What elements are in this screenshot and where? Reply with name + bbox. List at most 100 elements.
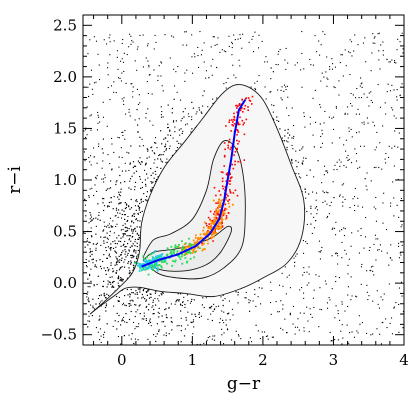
red-points [237,123,240,126]
scatter-point [351,41,353,43]
scatter-point [145,299,148,301]
scatter-point [156,323,158,325]
scatter-point [119,174,121,177]
scatter-point [165,143,167,145]
scatter-point [198,312,200,314]
scatter-point [287,141,289,143]
scatter-point [400,226,402,228]
scatter-point [311,316,313,318]
scatter-point [155,291,157,293]
red-points [228,141,230,144]
scatter-point [118,277,120,279]
scatter-point [231,41,233,43]
scatter-point [180,293,182,295]
orange-points [196,240,198,243]
scatter-point [360,235,362,237]
scatter-point [129,115,131,117]
scatter-point [205,70,207,72]
scatter-point [140,187,142,189]
red-points [229,148,232,151]
scatter-point [316,51,318,53]
scatter-point [106,43,108,45]
scatter-point [103,236,105,238]
orange-points [213,235,215,238]
orange-points [218,221,221,224]
scatter-point [269,91,271,93]
scatter-point [291,107,293,109]
orange-points [201,237,204,240]
scatter-point [400,197,402,199]
scatter-point [183,116,185,118]
scatter-point [393,89,395,91]
scatter-point [248,302,250,304]
scatter-point [122,302,124,304]
scatter-point [212,36,214,38]
scatter-point [152,299,154,301]
scatter-point [384,102,386,104]
scatter-point [151,146,153,148]
scatter-point [368,295,370,297]
scatter-point [324,33,326,35]
scatter-point [331,68,333,70]
scatter-point [356,296,358,298]
scatter-point [90,114,92,116]
scatter-point [168,307,170,309]
scatter-point [389,61,391,63]
scatter-point [354,148,356,150]
cyan-points [141,264,144,266]
scatter-point [112,325,114,327]
scatter-point [286,332,288,334]
scatter-point [95,176,97,179]
red-points [225,215,228,217]
scatter-point [119,279,121,281]
scatter-point [154,292,156,294]
scatter-point [157,298,159,300]
scatter-point [137,238,139,240]
scatter-point [126,254,129,256]
scatter-point [150,325,152,327]
orange-points [210,222,212,225]
scatter-point [354,204,356,206]
scatter-point [170,317,172,319]
scatter-point [87,326,89,328]
scatter-point [328,297,330,299]
scatter-point [92,243,95,245]
scatter-point [370,334,372,336]
y-tick-label: 1.5 [53,119,77,137]
scatter-point [192,333,194,335]
scatter-point [89,39,91,41]
scatter-point [275,301,277,303]
scatter-point [136,255,138,257]
scatter-point [86,238,88,240]
scatter-point [109,281,111,283]
green-points [184,257,187,259]
scatter-point [91,219,93,221]
scatter-point [91,88,93,90]
scatter-point [153,177,155,179]
scatter-point [147,150,149,152]
scatter-point [135,290,137,292]
cyan-points [147,261,150,264]
scatter-point [160,154,162,156]
scatter-point [123,52,125,54]
scatter-point [119,202,121,204]
scatter-point [133,165,136,167]
scatter-point [231,339,233,341]
scatter-point [182,301,184,303]
scatter-point [128,272,130,274]
scatter-point [402,48,404,50]
scatter-point [131,40,133,42]
green-points [192,243,195,246]
scatter-point [310,213,312,215]
scatter-point [264,61,266,63]
green-points [172,251,175,254]
scatter-point [89,188,91,190]
scatter-point [87,278,89,280]
scatter-point [108,37,110,39]
green-points [160,265,163,268]
scatter-point [368,249,370,251]
scatter-point [181,117,183,120]
scatter-point [117,321,119,323]
green-points [149,253,152,256]
scatter-point [137,213,139,215]
